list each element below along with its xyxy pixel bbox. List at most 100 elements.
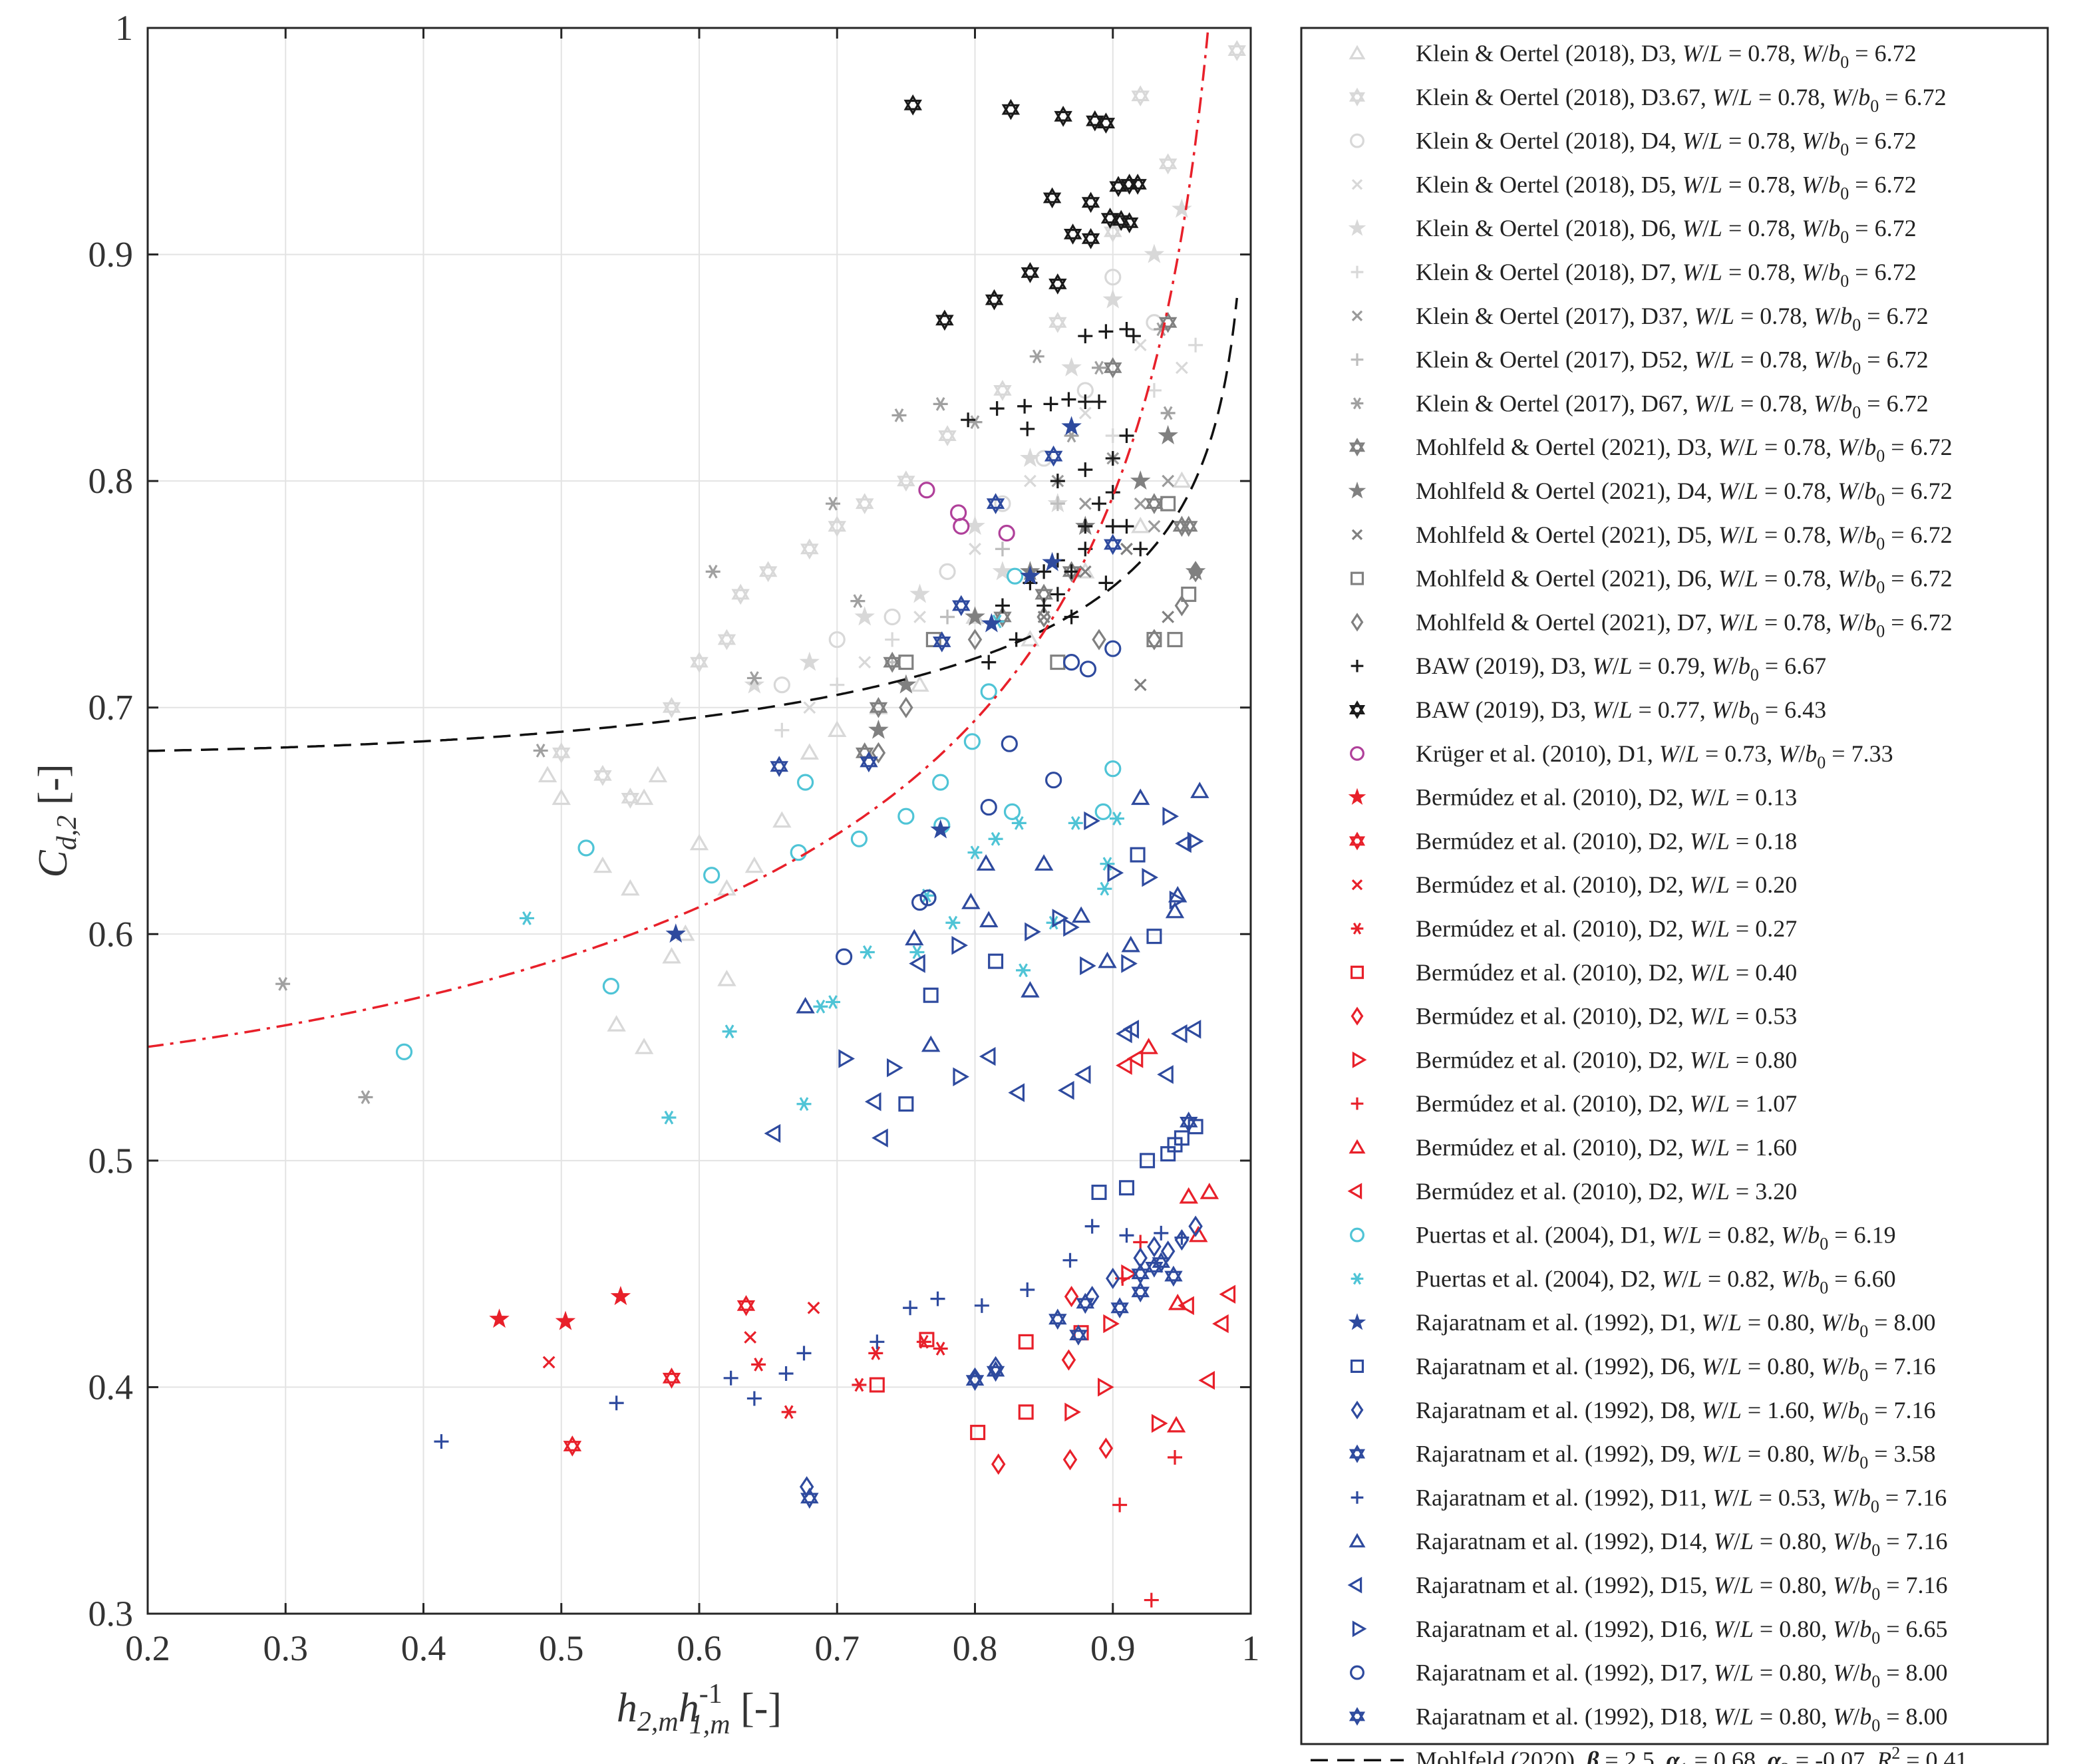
data-point <box>1078 497 1092 510</box>
data-point <box>918 482 935 499</box>
data-point <box>935 309 954 331</box>
data-point <box>1160 496 1176 512</box>
data-point <box>981 613 1002 633</box>
data-point <box>898 655 914 670</box>
data-point <box>538 766 558 783</box>
legend-entry-label: Klein & Oertel (2017), D67, W/L = 0.78, … <box>1416 390 1929 422</box>
series-33 <box>434 1219 1190 1449</box>
data-point <box>1158 153 1178 175</box>
data-point <box>799 651 820 671</box>
legend-entry-label: Bermúdez et al. (2010), D2, W/L = 0.40 <box>1416 959 1797 986</box>
data-point <box>1021 262 1040 283</box>
data-point <box>967 845 983 860</box>
data-point <box>1102 289 1123 309</box>
data-point <box>1103 1314 1120 1334</box>
data-point <box>690 651 709 673</box>
data-point <box>358 1090 373 1104</box>
data-point <box>1227 40 1246 61</box>
data-point <box>1007 567 1024 585</box>
data-point <box>979 911 999 928</box>
series-4 <box>744 198 1192 694</box>
data-point <box>1165 901 1185 919</box>
y-axis-label: Cd,2 [-] <box>31 764 82 877</box>
data-point <box>1174 1130 1190 1146</box>
legend-marker <box>1351 265 1364 279</box>
data-point <box>963 733 981 750</box>
data-point <box>736 1295 756 1316</box>
data-point <box>895 674 917 694</box>
data-point <box>1162 474 1175 488</box>
data-point <box>961 412 976 428</box>
data-point <box>989 401 1005 416</box>
data-point <box>1131 1281 1150 1303</box>
data-point <box>1142 867 1158 887</box>
data-point <box>1184 1020 1201 1039</box>
data-point <box>1078 394 1093 409</box>
data-point <box>930 819 951 839</box>
data-point <box>1042 187 1062 209</box>
data-point <box>731 583 750 605</box>
data-point <box>1001 735 1018 752</box>
data-point <box>988 831 1003 846</box>
data-point <box>1098 1378 1114 1397</box>
data-point <box>489 1308 510 1328</box>
data-point <box>1094 803 1112 820</box>
series-29 <box>665 416 1082 943</box>
data-point <box>1139 1038 1158 1054</box>
series-1 <box>552 40 1246 809</box>
data-point <box>1062 653 1080 671</box>
data-point <box>1188 1215 1203 1237</box>
data-point <box>909 945 925 959</box>
data-point <box>796 774 814 791</box>
series-34 <box>796 782 1209 1052</box>
data-point <box>593 856 613 873</box>
data-point <box>852 1378 867 1392</box>
data-point <box>1081 192 1100 214</box>
data-point <box>665 923 686 943</box>
data-point <box>1107 863 1124 883</box>
data-point <box>1069 1324 1088 1346</box>
data-point <box>1106 1267 1120 1290</box>
x-tick-label: 0.6 <box>677 1628 722 1668</box>
data-point <box>1098 324 1114 339</box>
data-point <box>1078 462 1093 478</box>
data-point <box>1126 1049 1144 1068</box>
data-point <box>577 839 595 857</box>
x-tick-label: 0.5 <box>539 1628 584 1668</box>
data-point <box>593 764 612 786</box>
data-point <box>1146 929 1162 945</box>
data-point <box>434 1434 449 1449</box>
data-point <box>1160 406 1176 420</box>
legend-entry-label: Bermúdez et al. (2010), D2, W/L = 0.13 <box>1416 784 1797 811</box>
legend-entry-label: Klein & Oertel (2018), D3.67, W/L = 0.78… <box>1416 84 1947 116</box>
series-37 <box>836 640 1122 965</box>
data-point <box>705 565 720 579</box>
legend-entry-label: Puertas et al. (2004), D1, W/L = 0.82, W… <box>1416 1222 1896 1254</box>
y-tick-label: 0.3 <box>88 1594 134 1634</box>
legend-marker <box>1347 1576 1362 1594</box>
data-point <box>1164 1265 1183 1287</box>
legend-marker <box>1351 529 1363 540</box>
data-point <box>998 524 1015 542</box>
series-14 <box>961 321 1148 670</box>
data-point <box>648 766 668 783</box>
data-point <box>1104 269 1122 286</box>
data-point <box>1037 564 1052 579</box>
legend-marker <box>1348 1313 1366 1330</box>
legend-marker <box>1352 1620 1367 1638</box>
data-point <box>774 722 790 738</box>
legend-marker <box>1350 571 1364 585</box>
data-point <box>992 561 1013 581</box>
data-point <box>1084 811 1100 831</box>
legend-marker <box>1351 1491 1364 1504</box>
data-point <box>994 495 1011 512</box>
legend-entry-label: Bermúdez et al. (2010), D2, W/L = 1.60 <box>1416 1134 1797 1161</box>
legend-box <box>1300 27 2049 1745</box>
data-point <box>1097 881 1112 896</box>
data-point <box>1037 606 1051 628</box>
data-point <box>1050 474 1065 489</box>
data-point <box>1105 451 1120 466</box>
data-point <box>1092 496 1107 512</box>
data-point <box>933 1342 948 1356</box>
data-point <box>1145 1256 1164 1278</box>
